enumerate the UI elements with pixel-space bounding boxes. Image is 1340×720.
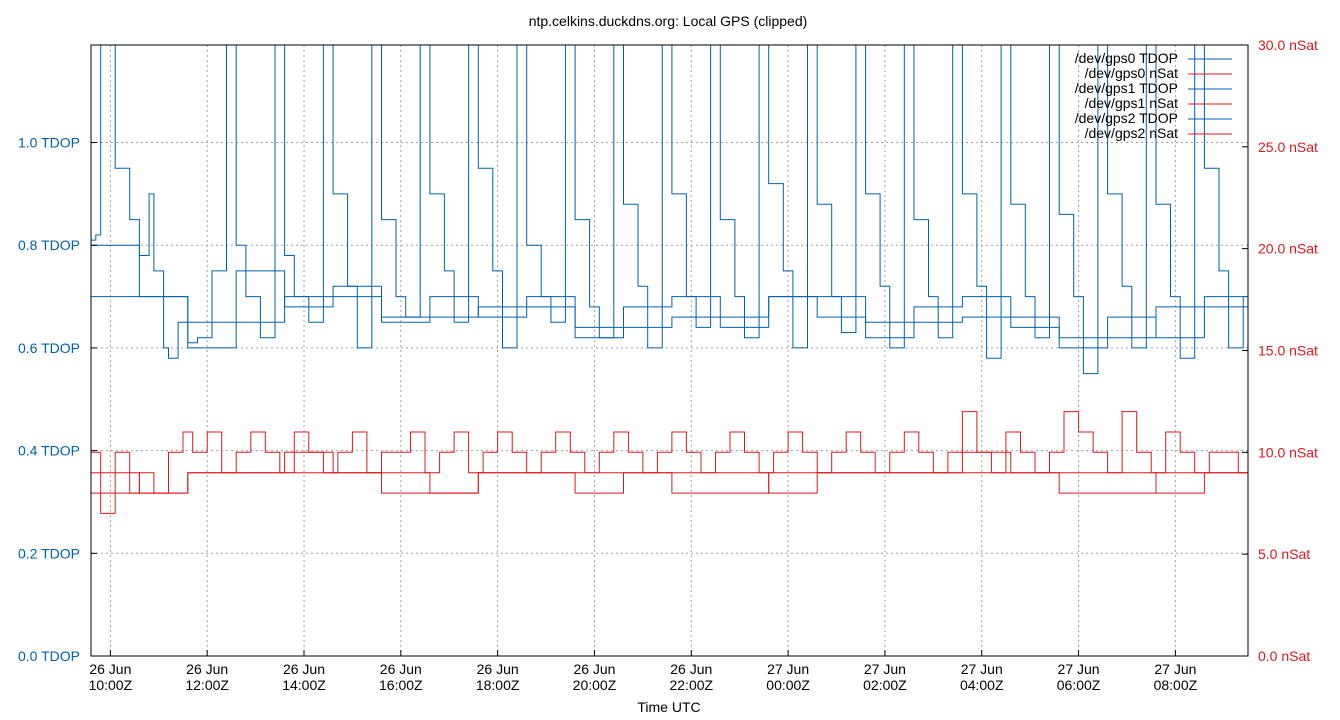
x-tick-date: 26 Jun (573, 661, 615, 677)
x-tick-date: 27 Jun (864, 661, 906, 677)
y-right-tick-label: 5.0 nSat (1258, 546, 1310, 562)
y-right-tick-label: 25.0 nSat (1258, 139, 1318, 155)
x-tick-time: 22:00Z (669, 677, 713, 693)
legend-label: /dev/gps0 nSat (1085, 65, 1179, 81)
x-tick-time: 18:00Z (476, 677, 520, 693)
series-line-1 (91, 411, 1249, 514)
y-axis-left: 0.0 TDOP 0.2 TDOP 0.4 TDOP 0.6 TDOP 0.8 TDOP… (18, 135, 97, 664)
y-left-tick-label: 0.2 TDOP (18, 545, 80, 561)
y-right-tick-label: 30.0 nSat (1258, 37, 1318, 53)
y-left-tick-label: 0.8 TDOP (18, 237, 80, 253)
chart-title: ntp.celkins.duckdns.org: Local GPS (clip… (529, 13, 808, 29)
series-line-5 (91, 472, 1248, 494)
x-tick-date: 26 Jun (89, 661, 131, 677)
x-tick-date: 26 Jun (477, 661, 519, 677)
y-left-tick-label: 1.0 TDOP (18, 135, 80, 151)
y-left-tick-label: 0.6 TDOP (18, 340, 80, 356)
x-tick-date: 26 Jun (283, 661, 325, 677)
x-tick-time: 12:00Z (185, 677, 229, 693)
legend-label: /dev/gps1 TDOP (1075, 80, 1178, 96)
x-tick-date: 27 Jun (961, 661, 1003, 677)
x-tick-time: 16:00Z (379, 677, 423, 693)
x-tick-time: 10:00Z (89, 677, 133, 693)
x-tick-date: 27 Jun (767, 661, 809, 677)
x-tick-time: 00:00Z (766, 677, 810, 693)
plot-frame (90, 44, 1249, 657)
y-right-tick-label: 10.0 nSat (1258, 444, 1318, 460)
x-tick-time: 06:00Z (1057, 677, 1101, 693)
x-tick-date: 26 Jun (380, 661, 422, 677)
grid (91, 45, 1248, 657)
y-left-tick-label: 0.0 TDOP (18, 648, 80, 664)
x-tick-date: 27 Jun (1154, 661, 1196, 677)
legend-label: /dev/gps2 nSat (1085, 125, 1179, 141)
plot-series (91, 44, 1249, 514)
x-tick-time: 20:00Z (573, 677, 617, 693)
x-tick-time: 04:00Z (960, 677, 1004, 693)
x-axis-label: Time UTC (637, 699, 700, 715)
x-tick-date: 26 Jun (186, 661, 228, 677)
x-tick-date: 26 Jun (670, 661, 712, 677)
legend-label: /dev/gps2 TDOP (1075, 110, 1178, 126)
legend: /dev/gps0 TDOP/dev/gps0 nSat/dev/gps1 TD… (1075, 50, 1232, 141)
y-right-tick-label: 20.0 nSat (1258, 241, 1318, 257)
x-tick-time: 14:00Z (282, 677, 326, 693)
x-tick-time: 02:00Z (863, 677, 907, 693)
legend-label: /dev/gps1 nSat (1085, 95, 1179, 111)
legend-label: /dev/gps0 TDOP (1075, 50, 1178, 66)
y-left-tick-label: 0.4 TDOP (18, 443, 80, 459)
series-line-4 (91, 270, 1249, 339)
y-axis-right: 0.0 nSat 5.0 nSat 10.0 nSat 15.0 nSat 20.0 n… (1242, 37, 1318, 664)
x-tick-date: 27 Jun (1058, 661, 1100, 677)
y-right-tick-label: 15.0 nSat (1258, 343, 1318, 359)
y-right-tick-label: 0.0 nSat (1258, 648, 1310, 664)
x-tick-time: 08:00Z (1154, 677, 1198, 693)
